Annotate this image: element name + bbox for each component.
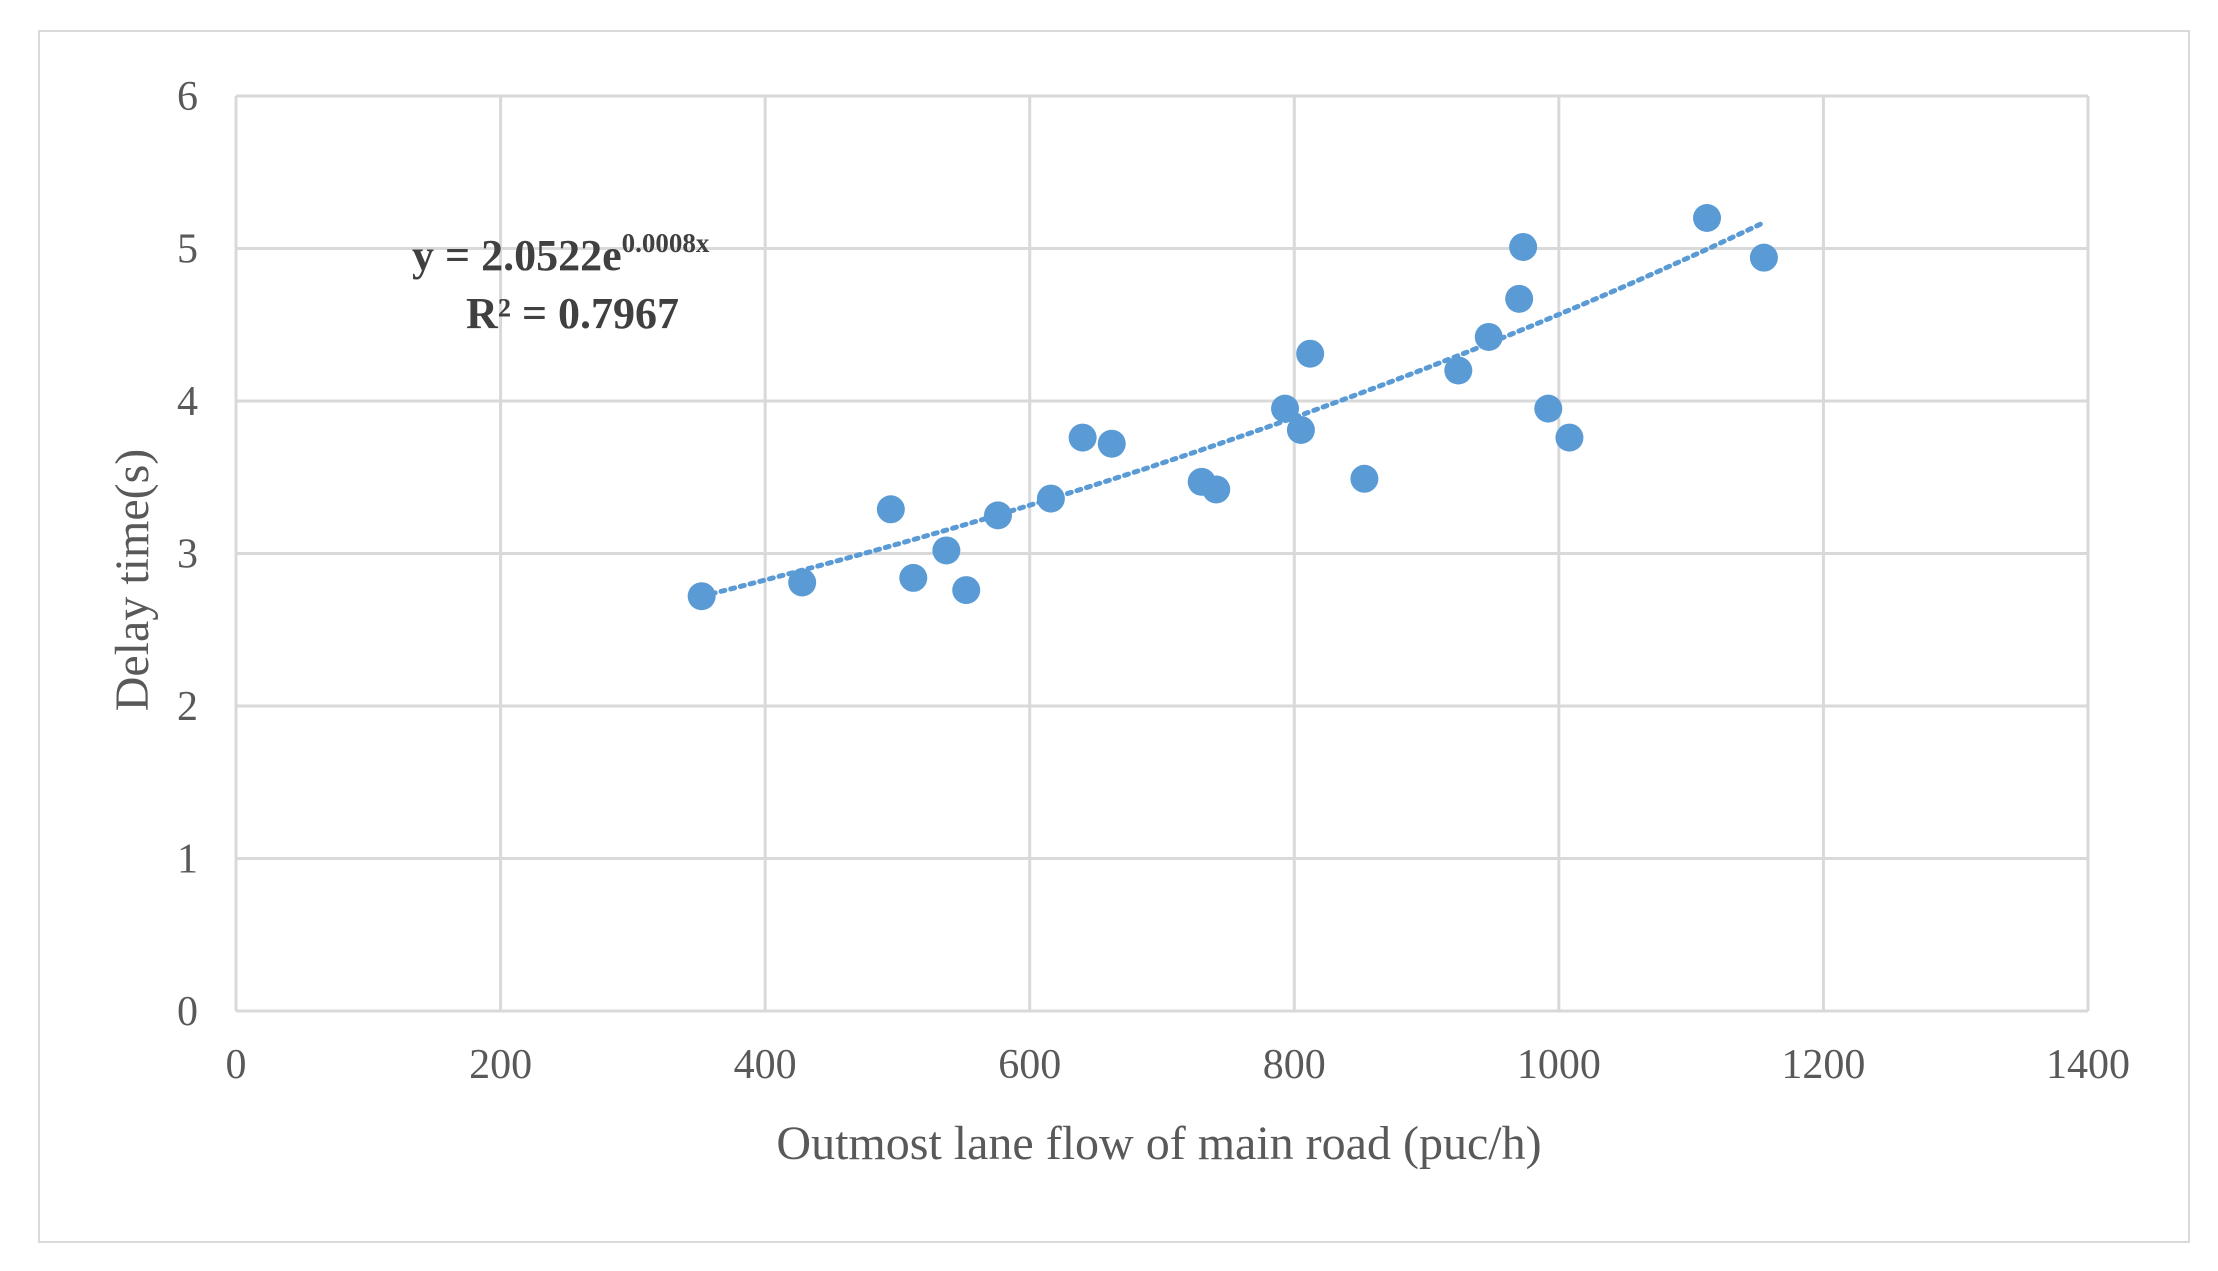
data-point (1286, 415, 1315, 444)
y-axis-title: Delay time(s) (106, 449, 159, 712)
x-tick-label: 400 (734, 1042, 797, 1088)
x-tick-label: 800 (1263, 1042, 1326, 1088)
data-points (687, 204, 1778, 611)
data-point (1474, 322, 1503, 351)
trendline-equation: y = 2.0522e0.0008x (412, 228, 710, 280)
exponential-trendline (699, 220, 1767, 599)
x-tick-label: 1000 (1517, 1042, 1601, 1088)
data-point (1271, 394, 1300, 423)
data-point (1555, 423, 1584, 452)
x-tick-label: 0 (226, 1042, 247, 1088)
y-tick-label: 6 (177, 74, 198, 120)
data-point (1202, 475, 1231, 504)
r-squared-label: R² = 0.7967 (466, 289, 679, 338)
x-axis-title: Outmost lane flow of main road (puc/h) (776, 1117, 1541, 1170)
y-tick-labels: 0 1 2 3 4 5 6 (177, 74, 198, 1035)
data-point (1749, 243, 1778, 272)
gridlines (234, 94, 2090, 1013)
data-point (876, 495, 905, 524)
x-tick-label: 200 (469, 1042, 532, 1088)
data-point (687, 582, 716, 611)
y-tick-label: 5 (177, 227, 198, 273)
data-point (1693, 204, 1722, 232)
y-tick-label: 4 (177, 379, 198, 425)
data-point (952, 576, 981, 605)
x-tick-label: 1200 (1781, 1042, 1865, 1088)
y-tick-label: 1 (177, 837, 198, 883)
data-point (788, 568, 817, 597)
data-point (1509, 232, 1538, 261)
data-point (1296, 339, 1325, 368)
data-point (899, 563, 928, 592)
y-tick-label: 2 (177, 684, 198, 730)
data-point (983, 501, 1012, 530)
data-point (1068, 423, 1097, 452)
x-tick-label: 600 (998, 1042, 1061, 1088)
data-point (1505, 284, 1534, 313)
x-tick-label: 1400 (2046, 1042, 2130, 1088)
data-point (1534, 394, 1563, 423)
data-point (1350, 464, 1379, 493)
data-point (1097, 429, 1126, 458)
data-point (1444, 356, 1473, 385)
y-tick-label: 0 (177, 989, 198, 1035)
chart-frame (38, 30, 2190, 1243)
data-point (932, 536, 961, 565)
y-tick-label: 3 (177, 532, 198, 578)
data-point (1036, 484, 1065, 513)
x-tick-labels: 0 200 400 600 800 1000 1200 1400 (226, 1042, 2131, 1088)
